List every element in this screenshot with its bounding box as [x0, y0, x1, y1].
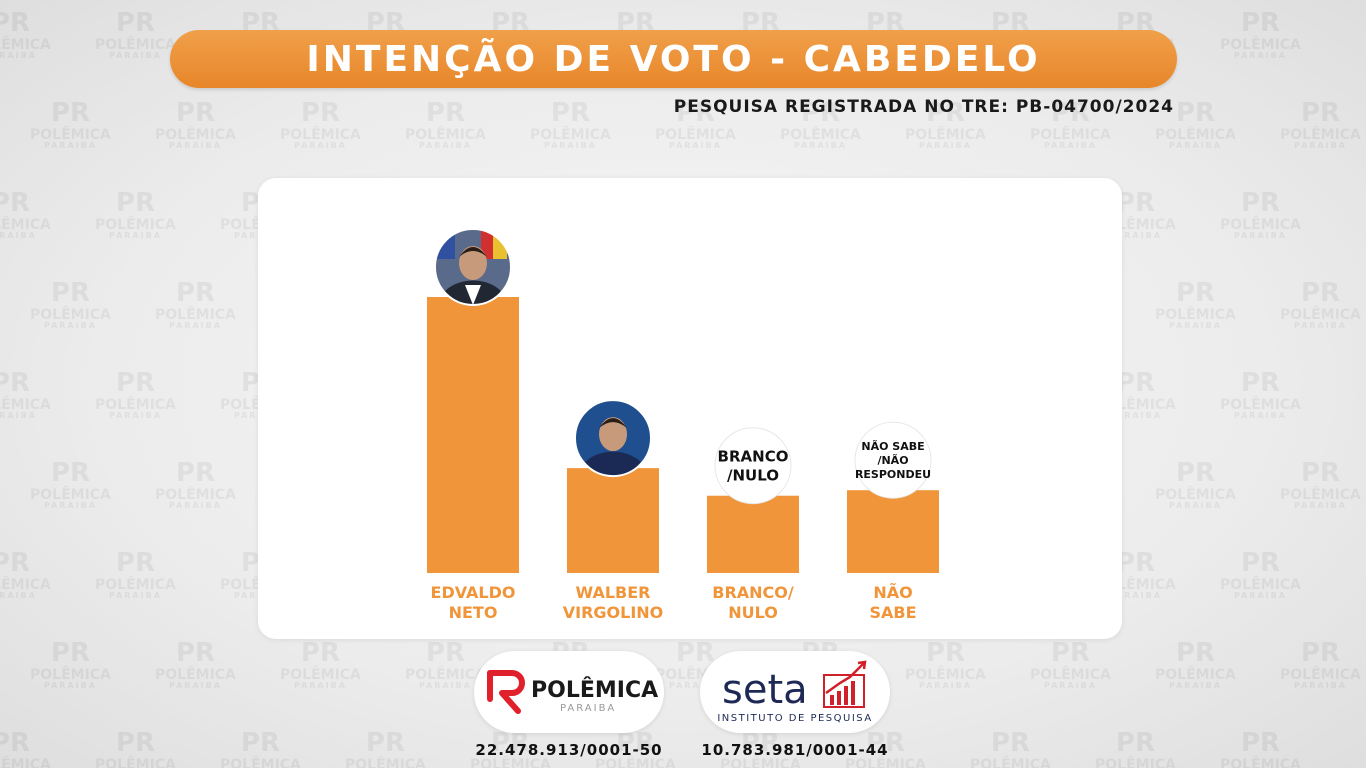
seta-logo-pill: seta INSTITUTO DE PESQUISA — [700, 651, 890, 733]
polemica-cnpj: 22.478.913/0001-50 — [475, 741, 663, 759]
category-label-2-1: NULO — [728, 603, 778, 622]
polemica-sub: PARAIBA — [560, 703, 616, 714]
polemica-name: POLÊMICA — [531, 677, 658, 703]
bar-3 — [847, 490, 939, 573]
polemica-logo-pill: POLÊMICA PARAIBA — [474, 651, 664, 733]
category-label-3-1: SABE — [869, 603, 916, 622]
title-banner: INTENÇÃO DE VOTO - CABEDELO — [170, 30, 1177, 88]
category-label-1-0: WALBER — [576, 583, 651, 602]
category-label-1-1: VIRGOLINO — [563, 603, 664, 622]
bar-2 — [707, 495, 799, 573]
bar-1 — [567, 468, 659, 573]
seta-logo: seta INSTITUTO DE PESQUISA — [717, 660, 872, 724]
polemica-logo: POLÊMICA PARAIBA — [487, 670, 658, 714]
polemica-mark-icon — [487, 670, 525, 714]
category-label-0-1: NETO — [449, 603, 498, 622]
registration-text: PESQUISA REGISTRADA NO TRE: PB-04700/202… — [673, 97, 1174, 117]
marker-circle-2 — [714, 427, 792, 505]
seta-name: seta — [722, 667, 808, 713]
category-label-2-0: BRANCO/ — [712, 583, 794, 602]
marker-text-3-2: RESPONDEU — [855, 468, 931, 481]
category-label-3-0: NÃO — [873, 583, 912, 602]
category-label-0-0: EDVALDO — [431, 583, 516, 602]
page-title: INTENÇÃO DE VOTO - CABEDELO — [306, 38, 1041, 80]
seta-cnpj: 10.783.981/0001-44 — [701, 741, 889, 759]
growth-chart-icon — [823, 660, 867, 708]
marker-text-3-1: /NÃO — [877, 454, 908, 467]
candidate-photo-icon — [574, 399, 652, 478]
marker-text-2-0: BRANCO — [718, 447, 789, 465]
candidate-photo-icon — [434, 228, 512, 306]
chart-card: EDVALDO NETO WALBER VIRGOLINO BRANCO/NULO BRA… — [258, 178, 1122, 639]
seta-sub: INSTITUTO DE PESQUISA — [717, 713, 872, 724]
marker-text-2-1: /NULO — [727, 466, 779, 484]
marker-text-3-0: NÃO SABE — [861, 440, 924, 453]
marker-circle-3 — [854, 421, 932, 499]
bar-0 — [427, 297, 519, 573]
